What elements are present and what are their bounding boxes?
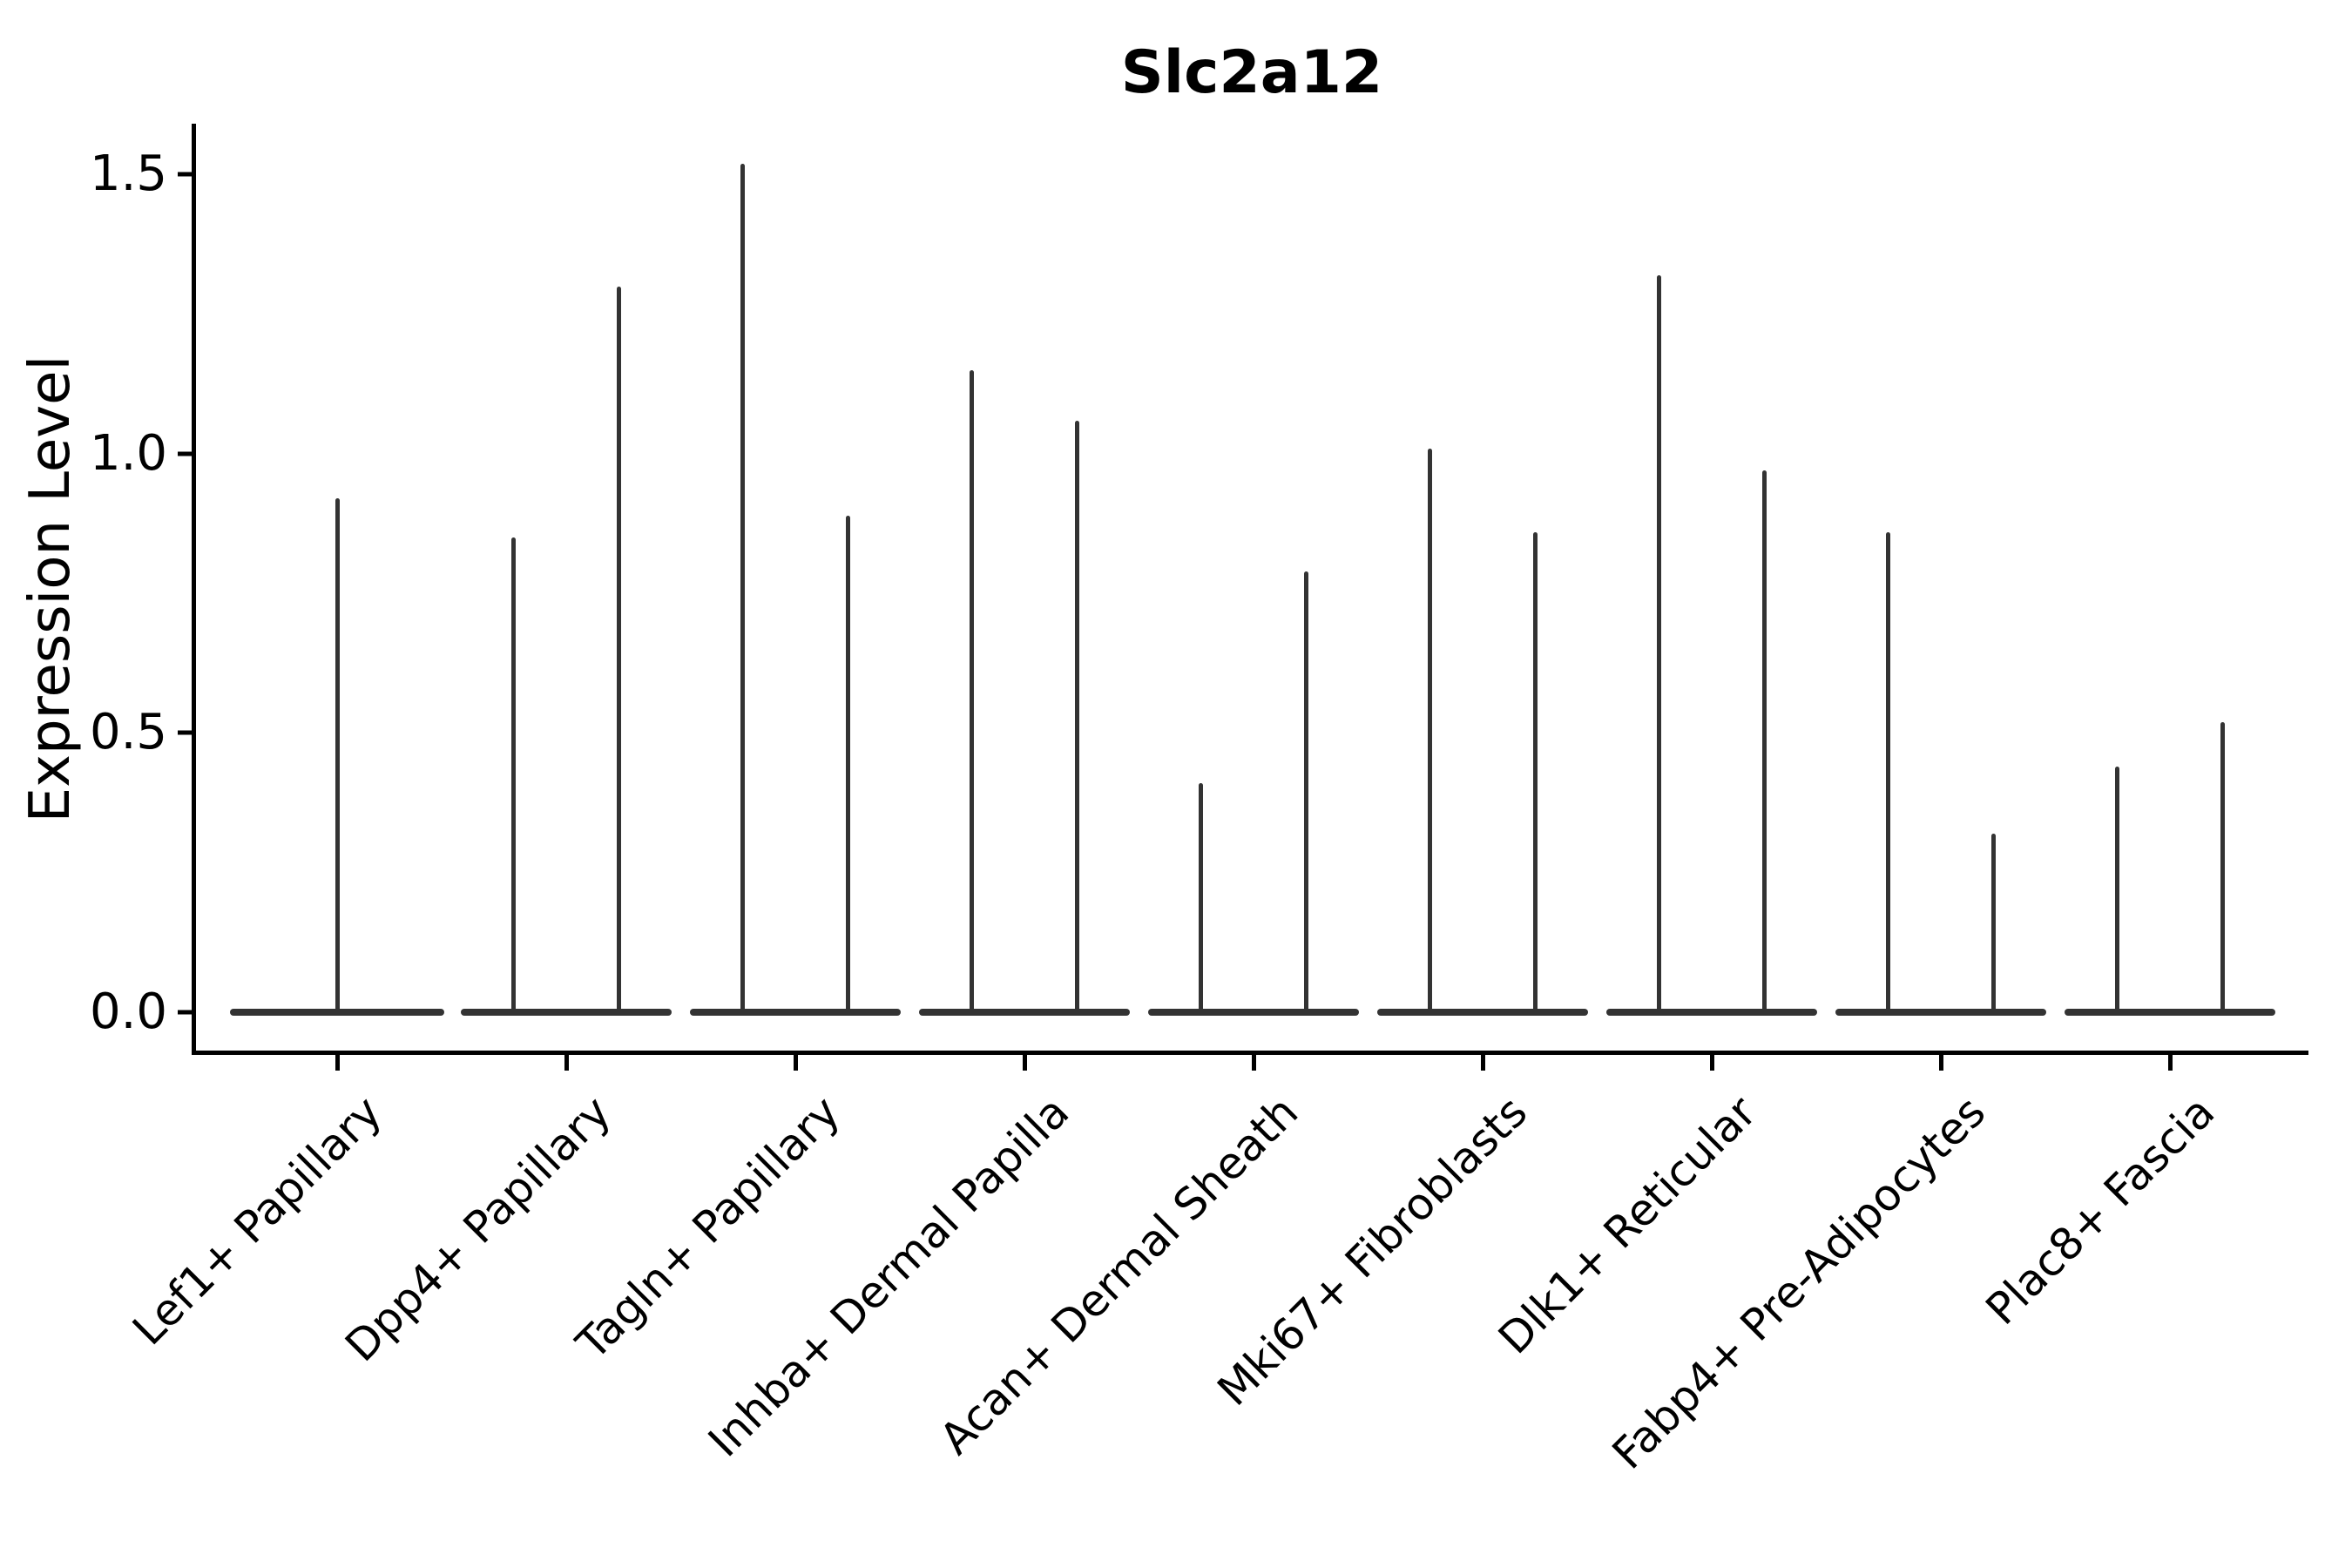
x-tick-mark (564, 1055, 569, 1071)
x-tick-label: Fabp4+ Pre-Adipocytes (1602, 1086, 1996, 1479)
violin-spike (1428, 448, 1432, 1010)
violin-body (2065, 1009, 2275, 1016)
x-tick-label: Lef1+ Papillary (123, 1086, 392, 1355)
y-tick-label: 0.0 (89, 983, 167, 1040)
x-tick-mark (1480, 1055, 1485, 1071)
y-tick-mark (178, 1010, 193, 1015)
violin-body (1606, 1009, 1817, 1016)
y-tick-label: 1.5 (89, 145, 167, 202)
x-tick-label: Plac8+ Fascia (1976, 1086, 2225, 1335)
x-tick-mark (1022, 1055, 1027, 1071)
violin-body (1148, 1009, 1359, 1016)
violin-body (230, 1009, 444, 1016)
y-tick-mark (178, 730, 193, 735)
violin-spike (740, 163, 745, 1010)
violin-spike (846, 515, 850, 1010)
violin-spike (1199, 783, 1203, 1010)
x-tick-mark (1938, 1055, 1943, 1071)
violin-body (1377, 1009, 1588, 1016)
y-tick-mark (178, 172, 193, 177)
violin-body (461, 1009, 672, 1016)
x-tick-mark (793, 1055, 798, 1071)
violin-spike (1886, 531, 1890, 1010)
y-tick-label: 0.5 (89, 704, 167, 760)
y-tick-label: 1.0 (89, 425, 167, 482)
violin-spike (617, 286, 621, 1010)
violin-spike (1304, 571, 1308, 1010)
violin-body (1835, 1009, 2046, 1016)
chart-title: Slc2a12 (1120, 38, 1383, 107)
x-axis-spine (192, 1051, 2308, 1055)
violin-spike (1533, 531, 1538, 1010)
violin-spike (1075, 420, 1079, 1010)
x-tick-mark (1251, 1055, 1256, 1071)
violin-spike (2220, 721, 2225, 1010)
violin-spike (511, 537, 516, 1010)
violin-body (690, 1009, 901, 1016)
x-tick-mark (2167, 1055, 2173, 1071)
violin-spike (1762, 470, 1767, 1010)
violin-body (919, 1009, 1130, 1016)
y-axis-spine (192, 124, 196, 1055)
violin-spike (1657, 274, 1661, 1010)
violin-spike (2115, 766, 2119, 1010)
x-tick-mark (335, 1055, 340, 1071)
y-tick-mark (178, 451, 193, 456)
violin-spike (1991, 833, 1996, 1010)
violin-spike (970, 369, 974, 1010)
x-tick-mark (1709, 1055, 1714, 1071)
violin-spike (335, 498, 340, 1010)
